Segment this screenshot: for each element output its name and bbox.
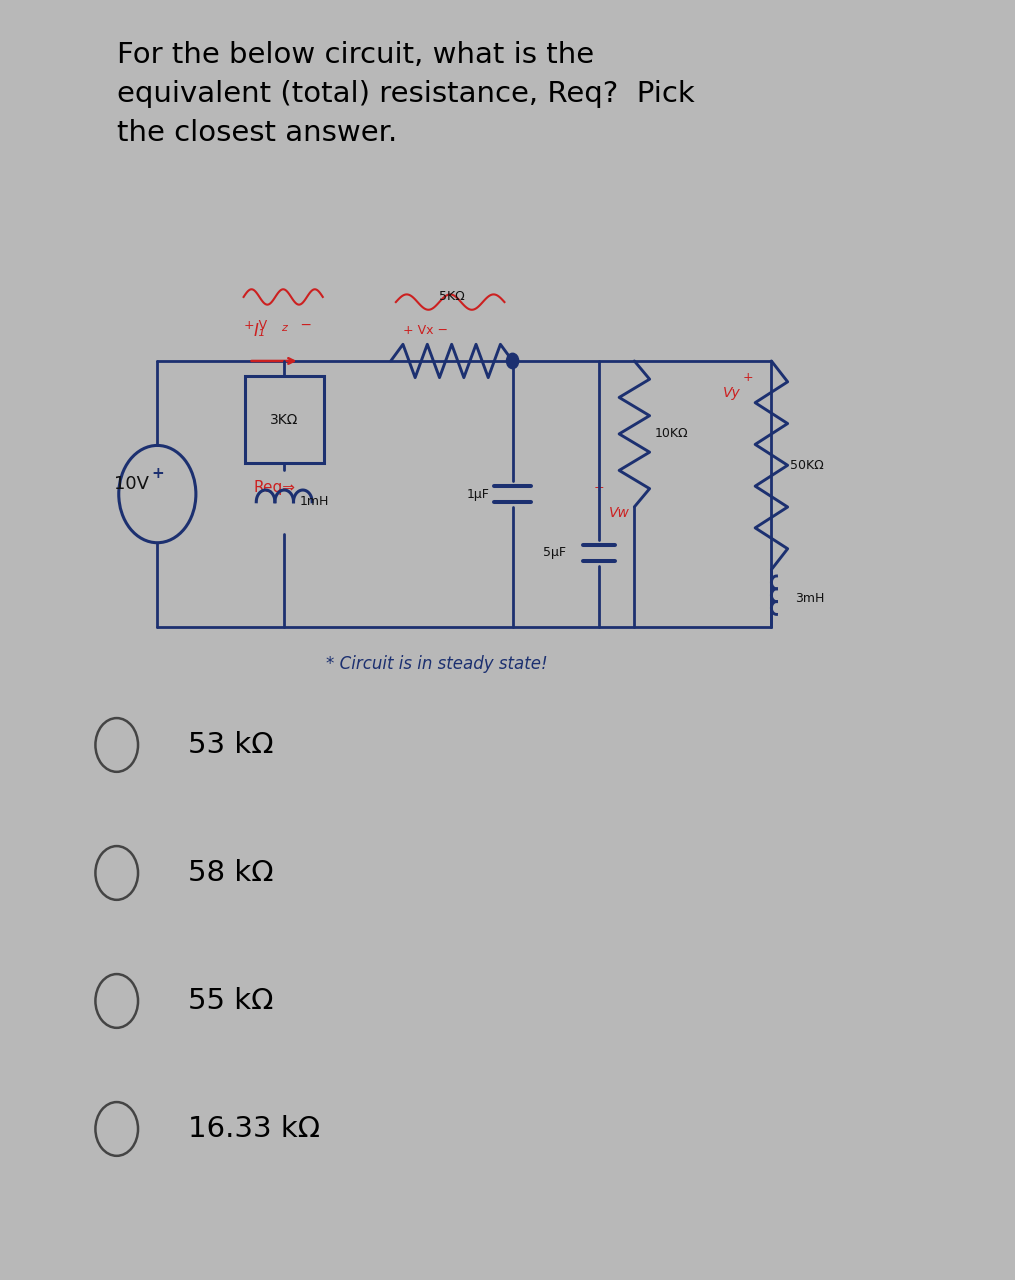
Circle shape: [506, 353, 519, 369]
Text: 5KΩ: 5KΩ: [438, 291, 465, 303]
Text: +: +: [743, 371, 753, 384]
Text: 3mH: 3mH: [795, 591, 824, 605]
Text: Vw: Vw: [609, 507, 630, 520]
Text: I₁: I₁: [254, 323, 265, 340]
Text: 58 kΩ: 58 kΩ: [188, 859, 273, 887]
Text: 50KΩ: 50KΩ: [790, 458, 823, 472]
Text: 1μF: 1μF: [467, 488, 490, 500]
Text: 5μF: 5μF: [543, 547, 566, 559]
Text: For the below circuit, what is the
equivalent (total) resistance, Req?  Pick
the: For the below circuit, what is the equiv…: [117, 41, 694, 147]
Text: 3KΩ: 3KΩ: [270, 413, 298, 426]
Text: 53 kΩ: 53 kΩ: [188, 731, 273, 759]
Text: z: z: [281, 323, 287, 333]
Text: +: +: [594, 481, 604, 494]
Text: +: +: [151, 466, 163, 481]
Bar: [245, 376, 324, 463]
Text: 10V: 10V: [115, 475, 149, 493]
Text: + Vx −: + Vx −: [403, 324, 448, 337]
Text: 10KΩ: 10KΩ: [655, 428, 688, 440]
Text: Req⇒: Req⇒: [254, 480, 295, 495]
Text: 16.33 kΩ: 16.33 kΩ: [188, 1115, 320, 1143]
Text: 1mH: 1mH: [299, 495, 329, 508]
Text: * Circuit is in steady state!: * Circuit is in steady state!: [326, 655, 547, 673]
Text: 55 kΩ: 55 kΩ: [188, 987, 273, 1015]
Text: −: −: [296, 319, 313, 332]
Text: Vy: Vy: [724, 387, 741, 399]
Text: + V: + V: [244, 319, 267, 332]
